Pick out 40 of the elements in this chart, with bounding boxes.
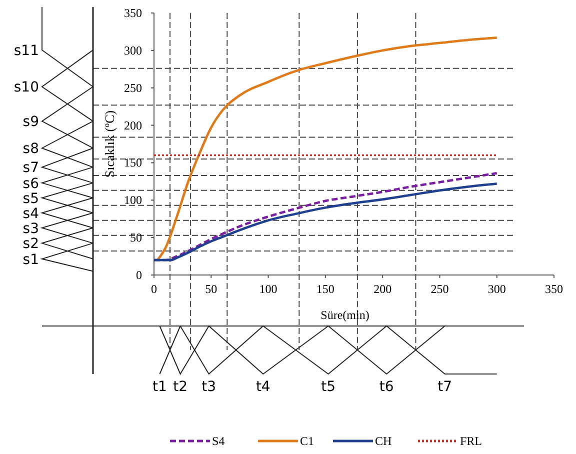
- text: s9: [22, 114, 39, 130]
- x-tick-label: 0: [151, 282, 157, 296]
- y-tick-label: 0: [136, 268, 142, 282]
- x-tick-label: 100: [259, 282, 278, 296]
- y-axis-title: Sıcaklık (ºC): [102, 110, 117, 178]
- x-tick-label: 250: [430, 282, 449, 296]
- x-tick-label: 50: [205, 282, 218, 296]
- text: s7: [22, 160, 39, 176]
- text: t7: [438, 379, 452, 395]
- x-tick-label: 350: [545, 282, 563, 296]
- legend-label: C1: [300, 434, 314, 448]
- y-tick-label: 100: [124, 193, 142, 208]
- x-tick-label: 150: [316, 282, 334, 296]
- legend-label: CH: [375, 434, 392, 448]
- x-tick-label: 200: [374, 282, 392, 296]
- text: t2: [173, 379, 188, 395]
- text: s11: [14, 43, 39, 60]
- text: t5: [321, 379, 336, 395]
- y-tick-label: 150: [124, 156, 142, 170]
- legend-label: FRL: [460, 434, 482, 448]
- text: s10: [14, 80, 39, 96]
- text: t1: [152, 379, 167, 395]
- text: s2: [22, 236, 39, 252]
- y-tick-label: 250: [124, 80, 142, 95]
- y-tick-label: 200: [124, 118, 142, 132]
- text: t3: [202, 379, 216, 395]
- text: s4: [22, 206, 40, 222]
- text: s3: [22, 220, 39, 237]
- line-series: [156, 36, 498, 262]
- text: t4: [256, 379, 270, 395]
- text: s1: [22, 252, 39, 268]
- text: s5: [22, 190, 39, 207]
- x-tick-label: 300: [488, 282, 506, 296]
- y-tick-label: 300: [124, 43, 142, 58]
- legend-label: S4: [212, 434, 225, 448]
- text: t6: [379, 379, 394, 395]
- text: s6: [22, 176, 40, 192]
- x-axis-title: Süre(min): [320, 308, 370, 322]
- y-tick-label: 350: [124, 6, 142, 20]
- text: s8: [22, 141, 39, 158]
